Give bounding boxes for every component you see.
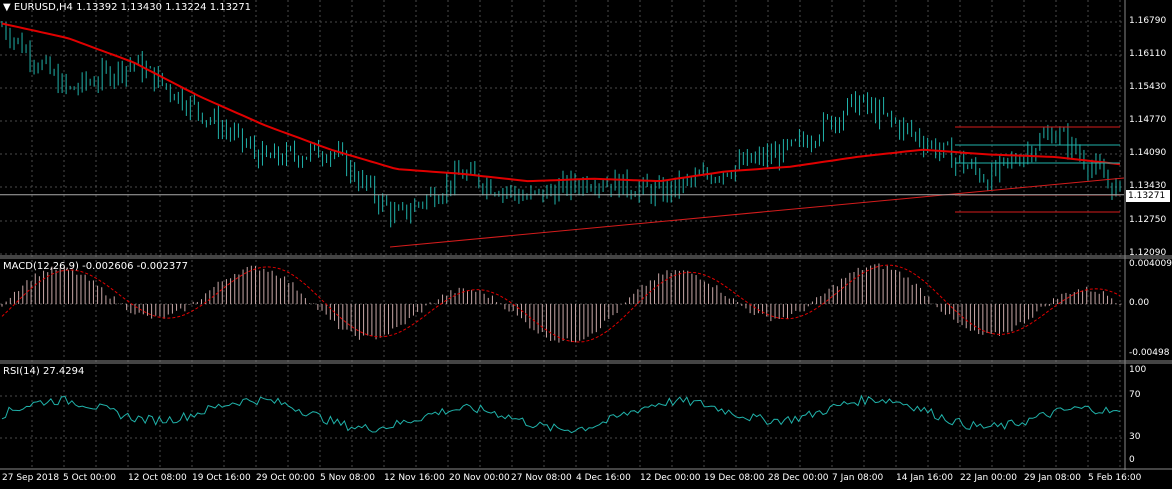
panel-borders (0, 0, 1172, 470)
price-tick: 1.16110 (1129, 49, 1167, 59)
time-tick: 19 Dec 08:00 (704, 473, 765, 483)
macd-tick: -0.00498 (1129, 348, 1170, 358)
time-tick: 12 Dec 00:00 (640, 473, 701, 483)
rsi-tick: 100 (1129, 365, 1147, 375)
rsi-tick: 70 (1129, 390, 1141, 400)
rsi-line (1, 394, 1121, 434)
macd-label: MACD(12,26,9) -0.002606 -0.002377 (3, 261, 188, 272)
rsi-label: RSI(14) 27.4294 (3, 366, 85, 377)
price-tick: 1.16790 (1129, 16, 1167, 26)
price-tick: 1.15430 (1129, 82, 1167, 92)
rsi-tick: 30 (1129, 432, 1141, 442)
time-tick: 12 Oct 08:00 (128, 473, 187, 483)
moving-average-line (1, 22, 1121, 183)
trendline (389, 177, 1125, 248)
rsi-tick: 0 (1129, 455, 1135, 465)
price-tick: 1.14770 (1129, 115, 1167, 125)
price-tick: 1.13430 (1129, 181, 1167, 191)
price-candles (1, 21, 1121, 228)
time-tick: 27 Sep 2018 (2, 473, 60, 483)
time-tick: 29 Oct 00:00 (256, 473, 315, 483)
chart-header: ▼ EURUSD,H4 1.13392 1.13430 1.13224 1.13… (3, 2, 251, 14)
current-price-tag: 1.13271 (1126, 190, 1170, 202)
time-tick: 4 Dec 16:00 (576, 473, 631, 483)
time-tick: 22 Jan 00:00 (960, 473, 1017, 483)
drawn-objects[interactable] (0, 126, 1125, 248)
price-tick: 1.12090 (1129, 248, 1167, 258)
time-tick: 7 Jan 08:00 (832, 473, 884, 483)
grid-lines (0, 0, 1124, 469)
time-tick: 12 Nov 16:00 (384, 473, 445, 483)
macd-histogram (1, 263, 1121, 343)
price-tick: 1.12750 (1129, 215, 1167, 225)
time-tick: 14 Jan 16:00 (896, 473, 953, 483)
time-tick: 5 Nov 08:00 (320, 473, 375, 483)
time-tick: 19 Oct 16:00 (192, 473, 251, 483)
time-tick: 5 Feb 16:00 (1088, 473, 1142, 483)
ohlc-values: 1.13392 1.13430 1.13224 1.13271 (76, 2, 252, 13)
time-tick: 20 Nov 00:00 (449, 473, 510, 483)
time-tick: 27 Nov 08:00 (511, 473, 572, 483)
macd-signal-line (1, 264, 1121, 343)
time-tick: 28 Dec 00:00 (768, 473, 829, 483)
price-tick: 1.14090 (1129, 148, 1167, 158)
dropdown-triangle-icon[interactable]: ▼ (3, 2, 11, 13)
macd-tick: 0.004009 (1129, 259, 1172, 269)
symbol-timeframe: EURUSD,H4 (13, 2, 73, 13)
time-tick: 5 Oct 00:00 (63, 473, 116, 483)
time-tick: 29 Jan 08:00 (1024, 473, 1081, 483)
macd-tick: 0.00 (1129, 298, 1150, 308)
